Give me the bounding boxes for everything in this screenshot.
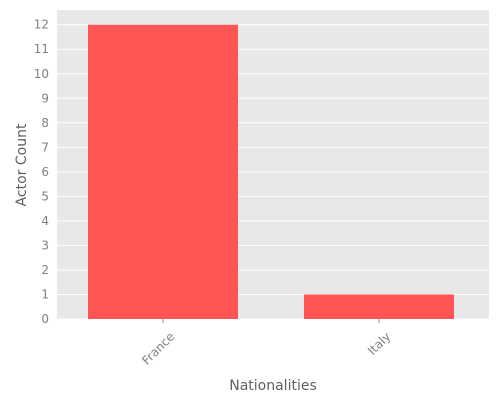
y-tick-label: 6 xyxy=(41,165,49,179)
x-tick-labels: France Italy xyxy=(139,319,393,368)
y-tick-label: 10 xyxy=(34,67,49,81)
y-tick-label: 0 xyxy=(41,312,49,326)
y-tick-label: 11 xyxy=(34,42,49,56)
bar-france xyxy=(88,24,238,319)
y-tick-label: 5 xyxy=(41,189,49,203)
y-tick-label: 2 xyxy=(41,263,49,277)
y-tick-label: 1 xyxy=(41,287,49,301)
y-tick-label: 3 xyxy=(41,238,49,252)
bars xyxy=(88,24,454,319)
x-tick-label: France xyxy=(139,329,177,367)
y-axis-title: Actor Count xyxy=(14,123,30,206)
y-tick-label: 7 xyxy=(41,140,49,154)
bar-italy xyxy=(304,294,454,319)
y-tick-label: 12 xyxy=(34,18,49,32)
y-tick-label: 8 xyxy=(41,116,49,130)
y-tick-label: 4 xyxy=(41,214,49,228)
y-tick-label: 9 xyxy=(41,91,49,105)
x-tick-label: Italy xyxy=(365,329,393,357)
x-axis-title: Nationalities xyxy=(229,378,317,394)
